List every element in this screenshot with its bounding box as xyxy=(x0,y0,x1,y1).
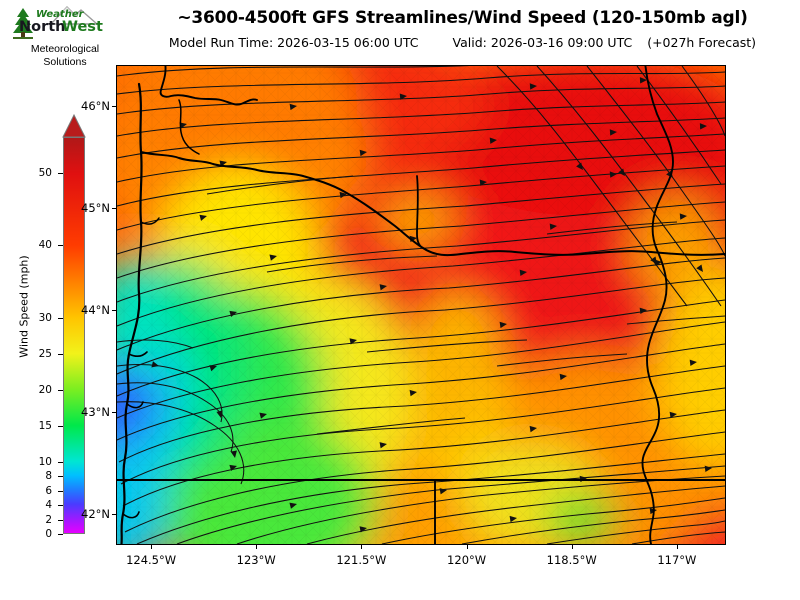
colorbar-tick-mark xyxy=(58,476,63,478)
colorbar-tick-mark xyxy=(58,389,63,391)
colorbar-tick-label: 8 xyxy=(45,470,52,483)
map-x-tick-label: 123°W xyxy=(236,553,276,567)
logo-word-weather: Weather xyxy=(36,9,85,20)
conifer-tree-icon xyxy=(13,8,33,39)
forecast-hour-label: (+027h Forecast) xyxy=(647,35,757,50)
mountain-snowcap-icon xyxy=(63,7,72,14)
page-title: ~3600-4500ft GFS Streamlines/Wind Speed … xyxy=(177,8,748,28)
logo-artwork: Weather North West xyxy=(13,5,103,39)
map-y-tick-mark xyxy=(112,105,116,107)
colorbar-tick-label: 25 xyxy=(38,347,52,360)
hood-canal xyxy=(178,99,200,155)
brand-tagline-line2: Solutions xyxy=(43,56,87,68)
valid-time-label: Valid: 2026-03-16 09:00 UTC xyxy=(452,35,633,50)
map-y-tick-label: 43°N xyxy=(81,405,110,420)
colorbar-tick-label: 6 xyxy=(45,484,52,497)
colorbar-tick-mark xyxy=(58,353,63,355)
map-x-tick-label: 120°W xyxy=(447,553,487,567)
colorbar-tick-label: 2 xyxy=(45,513,52,526)
colorbar-tick-mark xyxy=(58,519,63,521)
windspeed-field xyxy=(117,66,725,544)
wind-speed-map[interactable] xyxy=(116,65,726,545)
brand-tagline: Meteorological Solutions xyxy=(6,43,124,69)
colorbar-tick-label: 40 xyxy=(38,239,52,252)
colorbar-gradient xyxy=(63,137,85,534)
colorbar-tick-mark xyxy=(58,505,63,507)
colorbar-tick-label: 50 xyxy=(38,167,52,180)
weather-northwest-logo: Weather North West xyxy=(9,2,121,42)
map-y-tick-label: 42°N xyxy=(81,507,110,522)
map-y-tick-label: 45°N xyxy=(81,201,110,215)
colorbar-tick-label: 15 xyxy=(38,419,52,432)
map-x-tick-mark xyxy=(361,545,363,549)
map-y-tick-label: 46°N xyxy=(81,98,110,113)
map-x-tick-mark xyxy=(571,545,573,549)
colorbar-tick-mark xyxy=(58,425,63,427)
model-run-time-label: Model Run Time: 2026-03-15 06:00 UTC xyxy=(168,35,419,50)
columbia-gorge-bend xyxy=(416,175,424,249)
washington-oregon-border xyxy=(140,151,725,257)
colorbar-tick-mark xyxy=(58,534,63,535)
map-x-tick-mark xyxy=(256,545,258,549)
puget-sound-coast xyxy=(159,66,258,106)
colorbar-tick-label: 4 xyxy=(45,499,52,512)
map-x-tick-label: 118.5°W xyxy=(546,553,597,567)
pacific-coastline xyxy=(120,82,143,544)
colorbar-tick-mark xyxy=(58,173,63,175)
colorbar-tick-mark xyxy=(58,317,63,319)
brand-tagline-line1: Meteorological xyxy=(30,43,100,55)
colorbar-tick-mark xyxy=(58,461,63,463)
coastal-bay-1 xyxy=(128,351,148,357)
washington-idaho-border xyxy=(641,66,674,544)
map-x-tick-mark xyxy=(151,545,153,549)
map-y-tick-mark xyxy=(112,412,116,414)
subtitle-row: Model Run Time: 2026-03-15 06:00 UTC Val… xyxy=(130,35,795,50)
colorbar-tick-label: 10 xyxy=(38,455,52,468)
map-y-tick-mark xyxy=(112,310,116,312)
map-y-tick-mark xyxy=(112,514,116,516)
colorbar-over-arrow xyxy=(62,113,86,138)
coastal-bay-2 xyxy=(126,401,144,409)
colorbar-tick-label: 20 xyxy=(38,383,52,396)
colorbar-axis-label: Wind Speed (mph) xyxy=(17,255,31,358)
colorbar-tick-label: 0 xyxy=(45,528,52,540)
map-x-tick-label: 121.5°W xyxy=(336,553,387,567)
logo-word-north: North xyxy=(19,19,66,35)
map-x-tick-label: 117°W xyxy=(657,553,697,567)
streamline-overlay xyxy=(117,66,725,544)
coastal-inlet xyxy=(140,217,160,225)
colorbar-tick-label: 30 xyxy=(38,311,52,324)
map-y-tick-mark xyxy=(112,208,116,209)
map-x-tick-mark xyxy=(466,545,468,549)
brand-logo-block: Weather North West Meteorological Soluti… xyxy=(6,2,124,69)
map-x-tick-label: 124.5°W xyxy=(126,553,177,567)
coastal-bay-3 xyxy=(122,511,140,519)
logo-word-west: West xyxy=(62,19,103,35)
map-x-tick-mark xyxy=(676,545,678,549)
map-canvas xyxy=(117,66,725,544)
colorbar-tick-mark xyxy=(58,490,63,492)
geography-overlay xyxy=(117,66,725,544)
map-y-tick-label: 44°N xyxy=(81,303,110,318)
colorbar-tick-mark xyxy=(58,245,63,247)
